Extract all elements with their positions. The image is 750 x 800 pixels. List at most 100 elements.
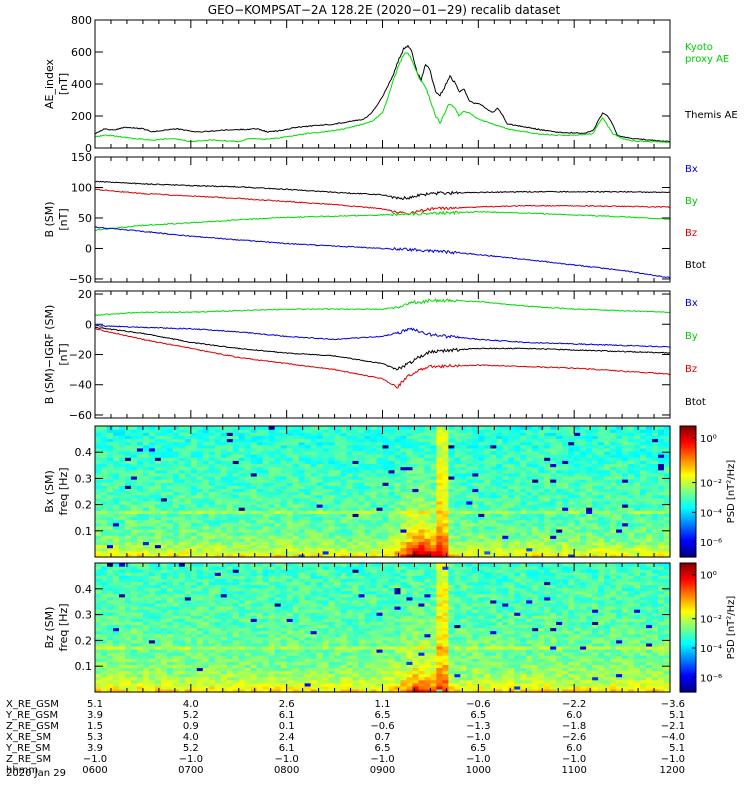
y-tick-label: 0.1: [75, 660, 93, 673]
ephemeris-cell: −2.1: [661, 721, 685, 732]
series-group: [95, 298, 670, 389]
y-tick-label: 0.4: [75, 446, 93, 459]
series-line-btot: [95, 326, 670, 371]
y-axis-label: Bx (SM): [43, 470, 56, 513]
series-group: [95, 180, 670, 279]
ephemeris-cell: 1.5: [87, 721, 103, 732]
colorbar-tick-label: 10⁻⁶: [700, 538, 722, 549]
y-axis-unit-label: freq [Hz]: [57, 603, 70, 651]
ephemeris-cell: 0.9: [183, 721, 199, 732]
series-line-bx: [95, 226, 670, 279]
series-line-by: [95, 298, 670, 317]
colorbar-label: PSD [nT²/Hz]: [726, 596, 737, 660]
ephemeris-row-label: X_RE_SM: [6, 732, 51, 743]
ephemeris-cell: 2.4: [279, 732, 295, 743]
ephemeris-cell: 5.2: [183, 743, 199, 754]
panel-3: Bx By Bz Btot 20 0 −20 −40 −60 B (SM)−IGRF (SM) [n…: [43, 288, 706, 422]
ephemeris-cell: −1.0: [661, 754, 685, 765]
colorbar-label: PSD [nT²/Hz]: [726, 460, 737, 524]
y-axis-unit-label: freq [Hz]: [57, 467, 70, 515]
ephemeris-row-label: Y_RE_GSM: [5, 710, 58, 721]
legend-entry: Bz: [685, 364, 697, 375]
ephemeris-cell: −3.6: [661, 699, 685, 710]
ephemeris-cell: 0700: [178, 765, 203, 776]
ephemeris-cell: 6.5: [375, 743, 391, 754]
ephemeris-row-label: Y_RE_SM: [5, 743, 50, 754]
ephemeris-cell: −1.3: [466, 721, 490, 732]
series-line-bz: [95, 328, 670, 389]
y-tick-label: 0.3: [75, 609, 93, 622]
y-axis-label: AE_index: [43, 58, 56, 109]
legend-entry: By: [685, 331, 698, 342]
ephemeris-cell: 6.0: [566, 743, 582, 754]
y-tick-label: 0.2: [75, 634, 93, 647]
ephemeris-row-label: X_RE_GSM: [6, 699, 59, 710]
series-line-themis-ae: [95, 44, 670, 143]
ephemeris-cell: −1.0: [83, 754, 107, 765]
ephemeris-cell: 5.1: [87, 699, 103, 710]
colorbar: 10⁰ 10⁻² 10⁻⁴ 10⁻⁶ PSD [nT²/Hz]: [679, 425, 737, 558]
colorbar: 10⁰ 10⁻² 10⁻⁴ 10⁻⁶ PSD [nT²/Hz]: [679, 562, 737, 693]
y-tick-label: 400: [71, 78, 92, 91]
legend-entry: Bz: [685, 228, 697, 239]
y-tick-label: 20: [78, 288, 92, 301]
ephemeris-cell: −0.6: [466, 699, 490, 710]
spectrogram: [95, 563, 671, 693]
ephemeris-cell: −2.6: [562, 732, 586, 743]
series-line-btot: [95, 180, 670, 201]
colorbar-tick-label: 10⁻²: [700, 479, 722, 490]
ephemeris-cell: 1.1: [375, 699, 391, 710]
ephemeris-cell: 1100: [561, 765, 586, 776]
ephemeris-cell: 1000: [466, 765, 491, 776]
series-group: [95, 44, 670, 144]
ephemeris-cell: 3.9: [87, 710, 103, 721]
legend-entry: Kyoto: [685, 42, 713, 53]
ephemeris-cell: 6.0: [566, 710, 582, 721]
ephemeris-cell: 5.1: [669, 743, 685, 754]
series-line-by: [95, 210, 670, 231]
ephemeris-cell: −0.6: [370, 721, 394, 732]
y-tick-label: −40: [69, 379, 92, 392]
y-tick-label: 0.1: [75, 525, 93, 538]
ephemeris-cell: 4.0: [183, 732, 199, 743]
y-tick-label: 50: [78, 212, 92, 225]
ephemeris-cell: 6.5: [470, 743, 486, 754]
legend-entry: Bx: [685, 164, 698, 175]
ephemeris-cell: −1.0: [370, 754, 394, 765]
ephemeris-cell: 0.1: [279, 721, 295, 732]
y-tick-label: 0: [85, 318, 92, 331]
ephemeris-row-label: Z_RE_SM: [6, 754, 51, 765]
y-tick-label: 200: [71, 110, 92, 123]
legend-entry: proxy AE: [685, 54, 729, 65]
colorbar-tick-label: 10⁻⁶: [700, 673, 722, 684]
ephemeris-row-label: Z_RE_GSM: [6, 721, 59, 732]
ephemeris-cell: 0600: [82, 765, 107, 776]
y-axis-unit-label: [nT]: [57, 343, 70, 365]
y-tick-label: −20: [69, 349, 92, 362]
ephemeris-cell: 0800: [274, 765, 299, 776]
spectrogram: [95, 426, 671, 558]
y-axis-label: Bz (SM): [43, 607, 56, 649]
date-label: 2020 Jan 29: [6, 768, 66, 779]
legend: Bx By Bz Btot: [685, 298, 706, 408]
panel-4: 10⁰ 10⁻² 10⁻⁴ 10⁻⁶ PSD [nT²/Hz] 0.4 0.3 0.2 0.1 B…: [43, 425, 737, 558]
ephemeris-cell: 4.0: [183, 699, 199, 710]
ephemeris-cell: 2.6: [279, 699, 295, 710]
ephemeris-cell: −1.0: [562, 754, 586, 765]
ephemeris-cell: 6.5: [375, 710, 391, 721]
ephemeris-cell: 1200: [660, 765, 685, 776]
ephemeris-cell: 0900: [370, 765, 395, 776]
colorbar-tick-label: 10⁰: [700, 571, 717, 582]
colorbar-tick-label: 10⁻⁴: [700, 508, 722, 519]
colorbar-tick-label: 10⁻²: [700, 615, 722, 626]
ephemeris-cell: −1.0: [466, 754, 490, 765]
y-tick-label: 0: [85, 242, 92, 255]
ephemeris-table: X_RE_GSMY_RE_GSMZ_RE_GSMX_RE_SMY_RE_SMZ_…: [5, 699, 685, 776]
ephemeris-cell: −1.0: [179, 754, 203, 765]
ephemeris-cell: 3.9: [87, 743, 103, 754]
series-line-bz: [95, 188, 670, 215]
